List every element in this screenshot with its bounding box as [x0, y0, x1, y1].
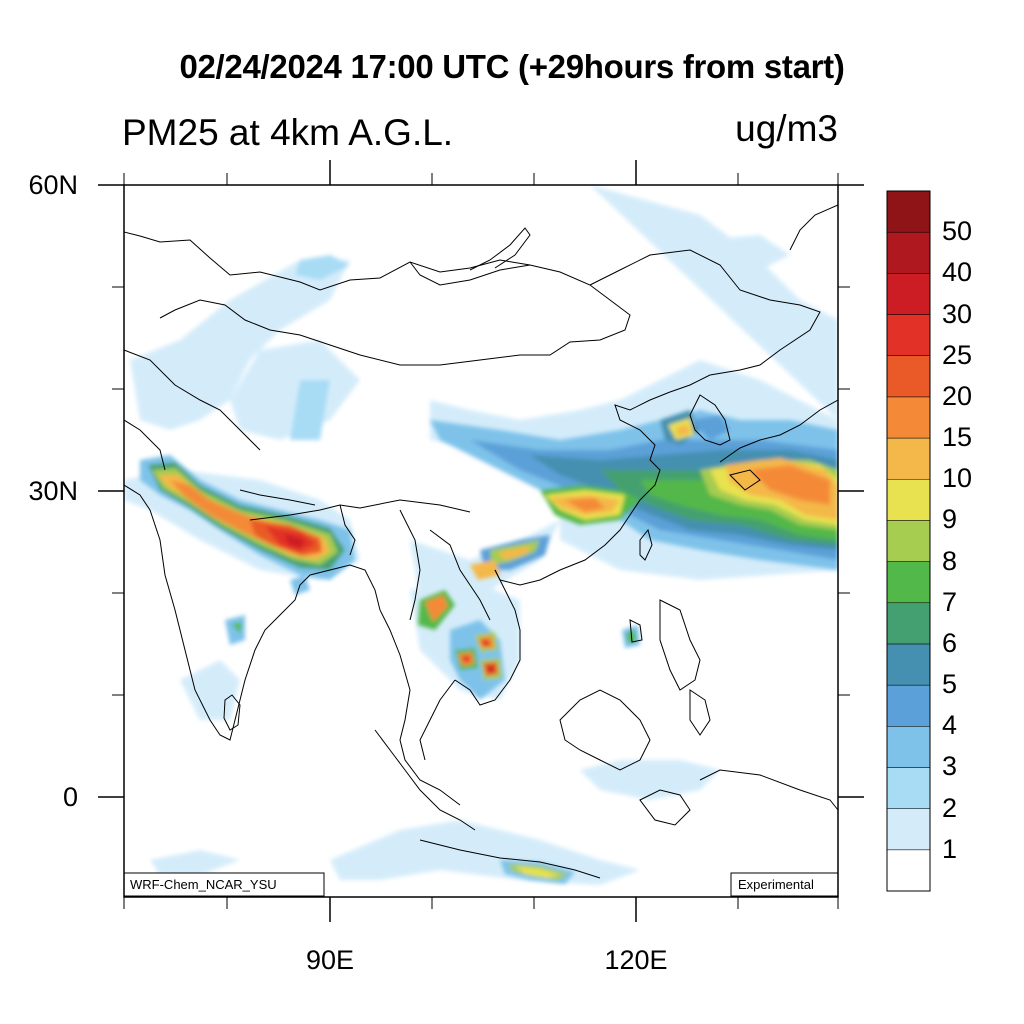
- colorbar-level-label: 20: [942, 380, 973, 411]
- lat-label-60n: 60N: [28, 170, 78, 200]
- colorbar-swatch: [886, 520, 931, 562]
- colorbar-level-label: 15: [942, 422, 973, 453]
- experimental-badge: Experimental: [735, 876, 817, 894]
- colorbar-level-label: 30: [942, 298, 973, 329]
- colorbar-level-label: 5: [942, 669, 958, 700]
- colorbar-swatch: [886, 437, 931, 480]
- map-title: 02/24/2024 17:00 UTC (+29hours from star…: [179, 48, 845, 85]
- colorbar-level-label: 2: [942, 792, 958, 823]
- map-subtitle: PM25 at 4km A.G.L.: [122, 112, 454, 153]
- colorbar-level-label: 25: [942, 339, 973, 370]
- coastlines: [124, 204, 838, 879]
- colorbar-level-label: 40: [942, 257, 973, 288]
- colorbar-level-label: 8: [942, 545, 958, 576]
- south-asia-plume: [140, 455, 355, 645]
- pm25-field: [124, 185, 838, 897]
- lat-label-0: 0: [62, 782, 78, 812]
- southeast-asia-plume: [418, 535, 640, 884]
- colorbar-swatch: [886, 808, 931, 851]
- colorbar-level-label: 6: [942, 627, 958, 658]
- colorbar-level-label: 4: [942, 710, 958, 741]
- map-frame: [98, 160, 864, 922]
- colorbar-swatch: [886, 273, 931, 315]
- colorbar-swatch: [886, 561, 931, 604]
- colorbar: [886, 190, 931, 892]
- colorbar-swatch: [886, 643, 931, 686]
- colorbar-level-label: 50: [942, 216, 973, 247]
- east-asia-plume: [430, 410, 838, 570]
- colorbar-level-label: 3: [942, 751, 958, 782]
- colorbar-level-label: 7: [942, 586, 958, 617]
- colorbar-swatch: [886, 684, 931, 727]
- colorbar-level-label: 9: [942, 504, 958, 535]
- colorbar-swatch: [886, 849, 931, 892]
- colorbar-level-label: 1: [942, 833, 958, 864]
- colorbar-swatch: [886, 726, 931, 768]
- colorbar-swatch: [886, 602, 931, 645]
- model-credit: WRF-Chem_NCAR_YSU: [127, 876, 280, 894]
- colorbar-swatch: [886, 190, 931, 233]
- colorbar-swatch: [886, 231, 931, 274]
- lon-label-120e: 120E: [604, 945, 668, 975]
- colorbar-level-label: 10: [942, 463, 973, 494]
- units-label: ug/m3: [735, 108, 838, 149]
- colorbar-swatch: [886, 396, 931, 439]
- colorbar-swatch: [886, 478, 931, 521]
- colorbar-swatch: [886, 767, 931, 809]
- lon-label-90e: 90E: [305, 945, 355, 975]
- lat-label-30n: 30N: [28, 476, 78, 506]
- colorbar-swatch: [886, 314, 931, 356]
- colorbar-swatch: [886, 355, 931, 398]
